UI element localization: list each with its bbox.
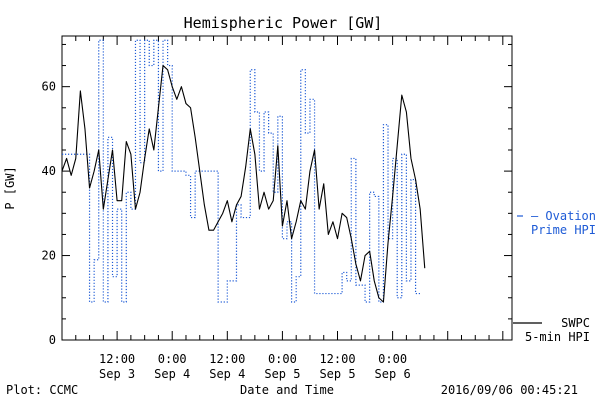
y-tick-label: 40 <box>42 164 56 178</box>
x-tick-label-date: Sep 4 <box>154 367 190 381</box>
y-axis-label: P [GW] <box>3 166 17 209</box>
y-tick-label: 0 <box>49 333 56 347</box>
chart-title: Hemispheric Power [GW] <box>184 14 383 32</box>
x-tick-label-date: Sep 5 <box>319 367 355 381</box>
x-tick-label-time: 12:00 <box>209 352 245 366</box>
x-tick-label-date: Sep 6 <box>375 367 411 381</box>
y-tick-label: 60 <box>42 80 56 94</box>
legend-swpc-line2: 5-min HPI <box>525 330 590 344</box>
x-tick-label-date: Sep 4 <box>209 367 245 381</box>
plot-area <box>61 35 513 341</box>
legend-ovation-line2: Prime HPI <box>531 223 596 237</box>
x-tick-label-time: 12:00 <box>99 352 135 366</box>
footer-plot-source: Plot: CCMC <box>6 383 78 397</box>
y-axis: 0 20 40 60 <box>42 43 512 347</box>
x-tick-label-time: 0:00 <box>378 352 407 366</box>
x-tick-label-time: 0:00 <box>268 352 297 366</box>
series-layer <box>61 39 426 303</box>
y-tick-label: 20 <box>42 249 56 263</box>
x-tick-label-date: Sep 5 <box>264 367 300 381</box>
legend-swpc-line1: SWPC <box>561 316 590 330</box>
x-tick-label-time: 12:00 <box>319 352 355 366</box>
footer-timestamp: 2016/09/06 00:45:21 <box>441 383 578 397</box>
series-line-swpc <box>61 65 426 303</box>
legend-ovation-line1: — Ovation <box>531 209 596 223</box>
x-tick-label-date: Sep 3 <box>99 367 135 381</box>
footer-x-label: Date and Time <box>240 383 334 397</box>
series-line-ovation-prime <box>62 39 421 303</box>
x-tick-label-time: 0:00 <box>158 352 187 366</box>
